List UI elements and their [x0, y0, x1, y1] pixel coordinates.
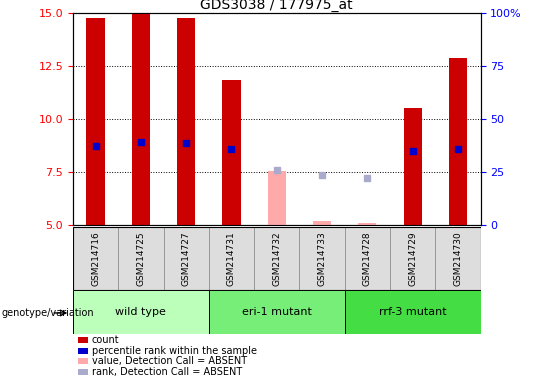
Text: rank, Detection Call = ABSENT: rank, Detection Call = ABSENT — [92, 367, 242, 377]
Text: GSM214731: GSM214731 — [227, 231, 236, 286]
Text: GSM214727: GSM214727 — [181, 231, 191, 286]
Bar — [449, 58, 467, 225]
Bar — [209, 227, 254, 290]
Bar — [268, 171, 286, 225]
Bar — [345, 227, 390, 290]
Bar — [209, 290, 345, 334]
Bar — [118, 227, 164, 290]
Bar — [132, 15, 150, 225]
Bar — [222, 80, 240, 225]
Text: count: count — [92, 335, 119, 345]
Bar — [299, 227, 345, 290]
Bar — [313, 222, 331, 225]
Text: GSM214732: GSM214732 — [272, 231, 281, 286]
Title: GDS3038 / 177975_at: GDS3038 / 177975_at — [200, 0, 353, 12]
Bar — [403, 108, 422, 225]
Text: genotype/variation: genotype/variation — [2, 308, 94, 318]
Text: GSM214729: GSM214729 — [408, 231, 417, 286]
Text: GSM214730: GSM214730 — [454, 231, 462, 286]
Bar — [359, 223, 376, 225]
Bar — [254, 227, 299, 290]
Bar — [164, 227, 209, 290]
Text: GSM214733: GSM214733 — [318, 231, 327, 286]
Bar — [73, 227, 118, 290]
Bar — [78, 348, 88, 354]
Text: GSM214728: GSM214728 — [363, 231, 372, 286]
Text: rrf-3 mutant: rrf-3 mutant — [379, 307, 447, 317]
Text: GSM214716: GSM214716 — [91, 231, 100, 286]
Bar — [345, 290, 481, 334]
Bar — [177, 18, 195, 225]
Text: percentile rank within the sample: percentile rank within the sample — [92, 346, 257, 356]
Bar — [78, 337, 88, 343]
Bar — [390, 227, 435, 290]
Text: GSM214725: GSM214725 — [137, 231, 145, 286]
Text: eri-1 mutant: eri-1 mutant — [242, 307, 312, 317]
Bar — [73, 290, 209, 334]
Bar — [78, 358, 88, 364]
Text: value, Detection Call = ABSENT: value, Detection Call = ABSENT — [92, 356, 247, 366]
Bar — [78, 369, 88, 375]
Bar — [435, 227, 481, 290]
Text: wild type: wild type — [116, 307, 166, 317]
Bar — [86, 18, 105, 225]
